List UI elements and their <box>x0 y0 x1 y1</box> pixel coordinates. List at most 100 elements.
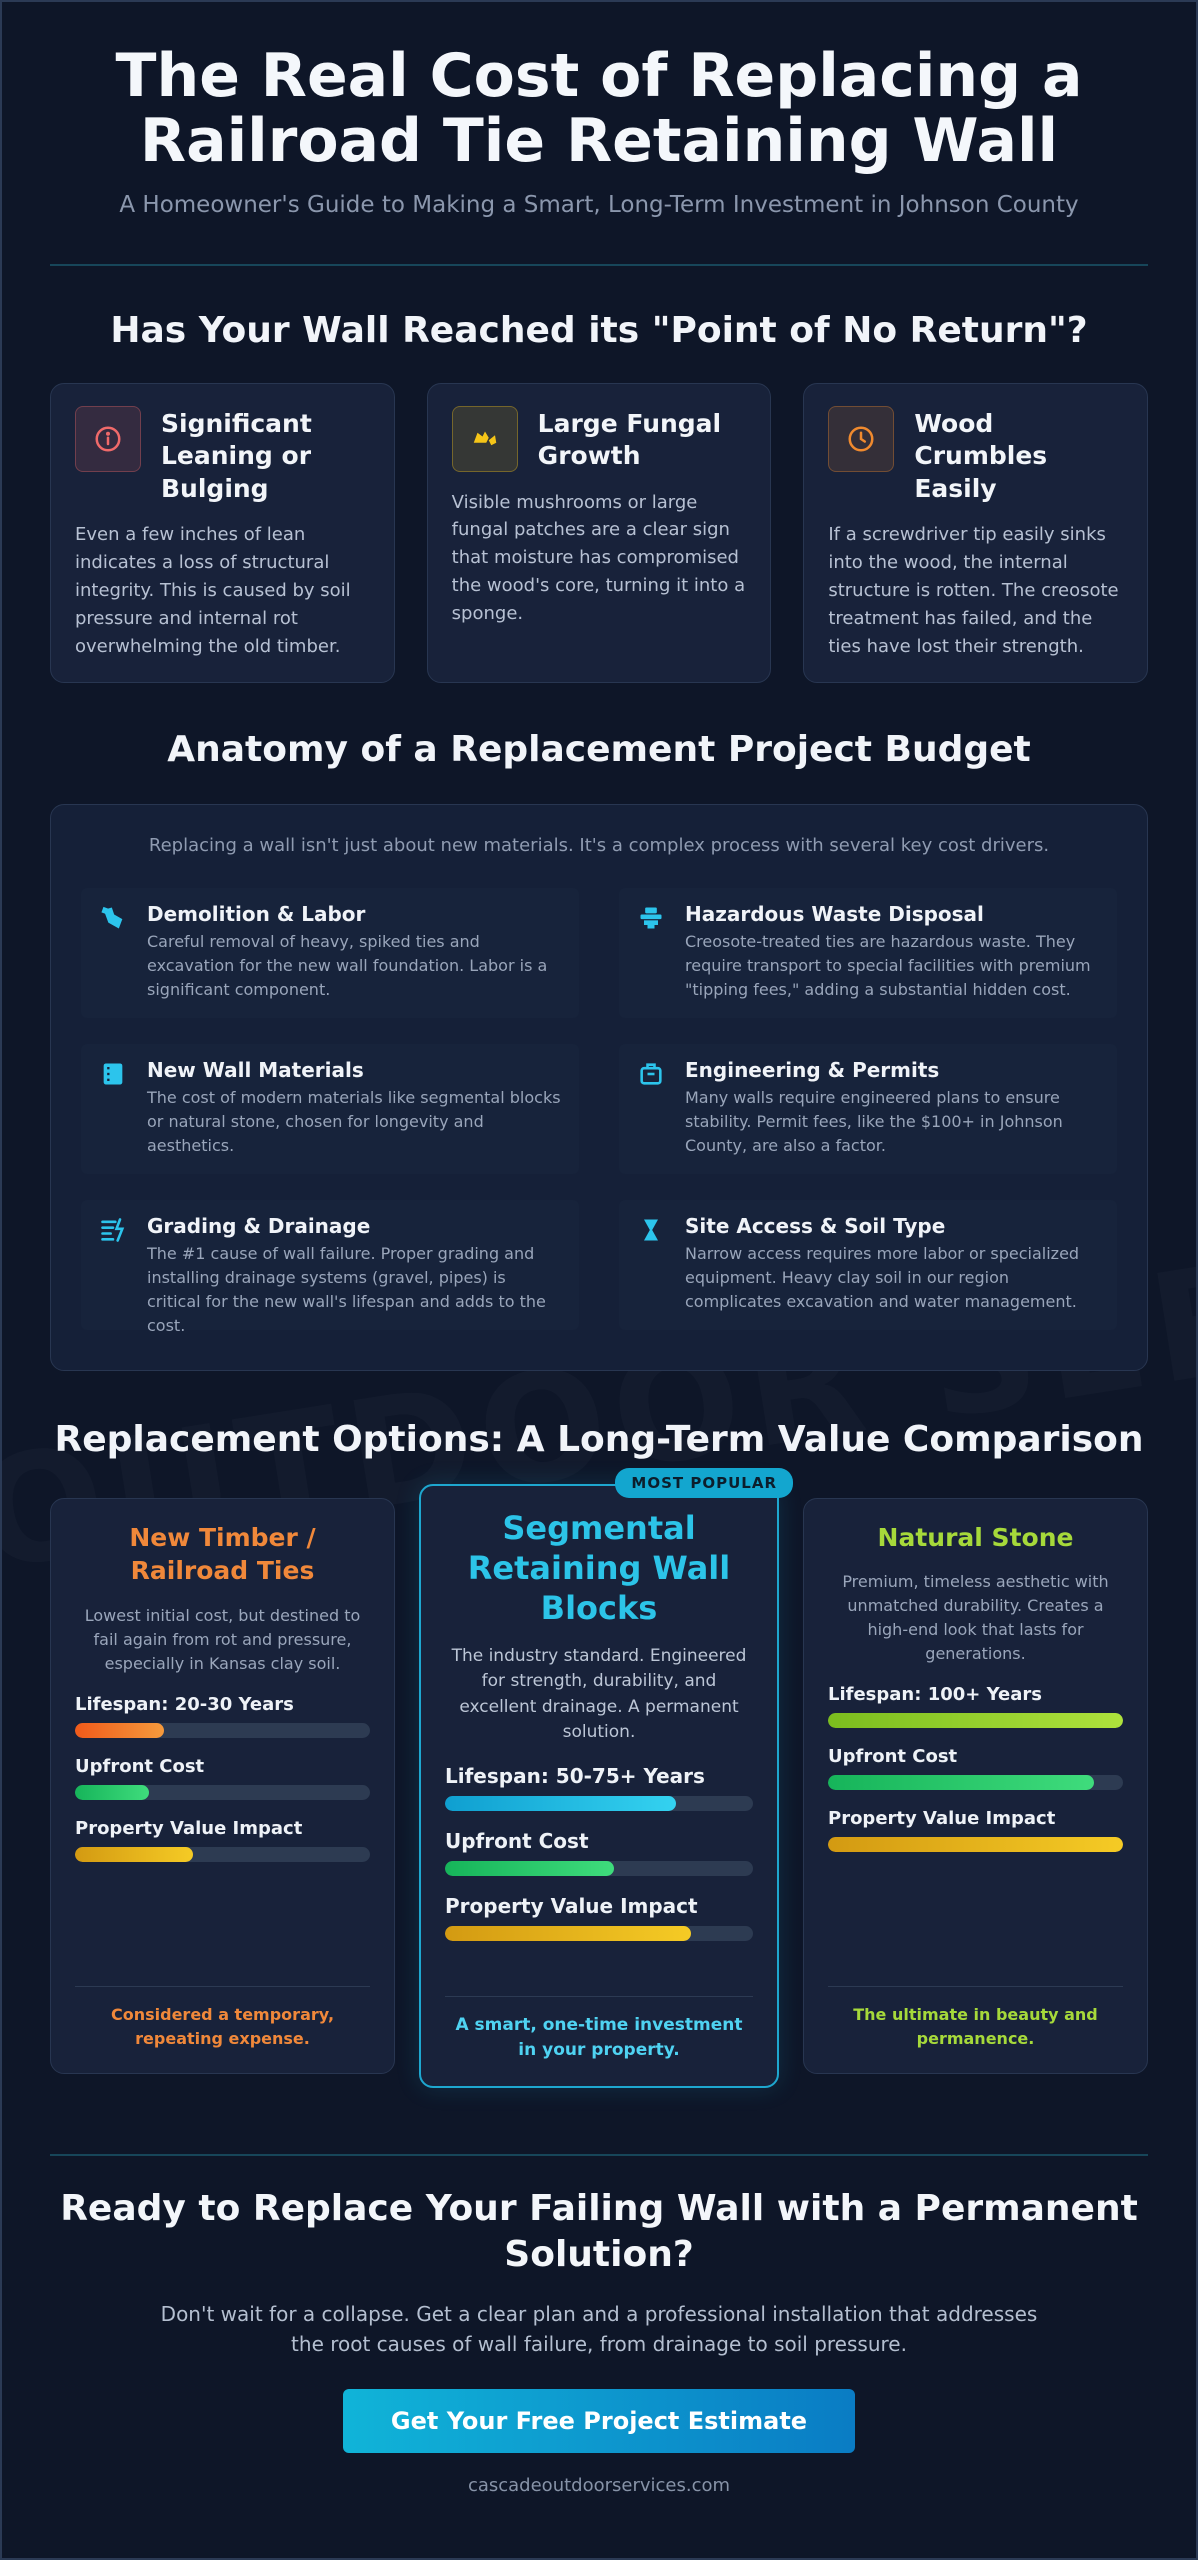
budget-item: Engineering & Permits Many walls require … <box>619 1043 1117 1174</box>
budget-item-text: Narrow access requires more labor or spe… <box>685 1243 1080 1311</box>
permit-icon <box>637 1058 667 1160</box>
cta-text: Don't wait for a collapse. Get a clear p… <box>160 2302 1038 2357</box>
option-metric: Property Value Impact <box>445 1894 753 1941</box>
budget-item-title: New Wall Materials <box>147 1057 364 1082</box>
option-footer: A smart, one-time investment in your pro… <box>445 1995 753 2064</box>
option-card: New Timber / Railroad Ties Lowest initial… <box>50 1497 395 2074</box>
metric-bar-fill <box>445 1860 615 1876</box>
option-description: Lowest initial cost, but destined to fai… <box>84 1606 361 1674</box>
option-card: Natural Stone Premium, timeless aesthetic… <box>803 1497 1148 2074</box>
budget-title: Anatomy of a Replacement Project Budget <box>167 728 1031 770</box>
metric-label: Lifespan: 20-30 Years <box>75 1694 294 1716</box>
info-circle-icon <box>75 405 141 472</box>
option-metric: Upfront Cost <box>75 1756 370 1801</box>
option-title: New Timber / Railroad Ties <box>129 1522 316 1586</box>
options-grid: New Timber / Railroad Ties Lowest initial… <box>50 1467 1148 2088</box>
option-metric: Lifespan: 100+ Years <box>828 1684 1123 1729</box>
budget-section: Anatomy of a Replacement Project Budget … <box>0 729 1198 1371</box>
budget-item: Demolition & Labor Careful removal of hea… <box>81 887 579 1018</box>
options-title: Replacement Options: A Long-Term Value C… <box>54 1418 1144 1460</box>
fungus-icon <box>451 405 518 472</box>
waste-disposal-icon <box>637 902 667 1004</box>
warning-card-header: Wood Crumbles Easily <box>828 405 1123 506</box>
signs-grid: Significant Leaning or Bulging Even a few… <box>50 382 1149 683</box>
metric-label: Property Value Impact <box>445 1893 698 1918</box>
warning-card-header: Large Fungal Growth <box>451 405 747 473</box>
budget-panel: Replacing a wall isn't just about new ma… <box>50 803 1148 1371</box>
warning-card: Wood Crumbles Easily If a screwdriver tip… <box>803 382 1149 683</box>
budget-item-text: Many walls require engineered plans to e… <box>685 1087 1063 1155</box>
metric-label: Upfront Cost <box>445 1828 589 1853</box>
budget-intro: Replacing a wall isn't just about new ma… <box>148 834 1050 856</box>
warning-card-text: Even a few inches of lean indicates a lo… <box>75 524 351 657</box>
drainage-icon <box>99 1214 129 1316</box>
hourglass-icon <box>637 1214 667 1316</box>
metric-label: Property Value Impact <box>75 1818 303 1840</box>
warning-card-title: Large Fungal Growth <box>537 408 722 471</box>
budget-grid: Demolition & Labor Careful removal of hea… <box>81 887 1117 1335</box>
budget-item-title: Hazardous Waste Disposal <box>685 901 984 926</box>
metric-label: Lifespan: 100+ Years <box>828 1684 1042 1706</box>
demolition-icon <box>99 902 129 1004</box>
budget-item-text: Creosote-treated ties are hazardous wast… <box>685 931 1091 999</box>
divider <box>50 2153 1148 2156</box>
metric-label: Property Value Impact <box>828 1808 1056 1830</box>
option-title: Natural Stone <box>877 1522 1074 1552</box>
option-description: Premium, timeless aesthetic with unmatch… <box>842 1572 1109 1664</box>
option-footer: Considered a temporary, repeating expens… <box>75 1985 370 2051</box>
signs-section: Has Your Wall Reached its "Point of No R… <box>0 310 1198 683</box>
budget-item-text: Careful removal of heavy, spiked ties an… <box>147 931 548 999</box>
hero: The Real Cost of Replacing a Railroad Ti… <box>0 0 1198 218</box>
metric-bar <box>445 1925 753 1941</box>
option-description: The industry standard. Engineered for st… <box>451 1645 747 1743</box>
warning-card: Large Fungal Growth Visible mushrooms or … <box>426 382 772 683</box>
metric-bar <box>75 1785 370 1801</box>
metric-bar-fill <box>828 1837 1123 1853</box>
warning-card-title: Significant Leaning or Bulging <box>161 408 312 503</box>
most-popular-badge: MOST POPULAR <box>615 1467 793 1498</box>
metric-bar-fill <box>828 1713 1123 1729</box>
warning-card-title: Wood Crumbles Easily <box>914 408 1048 503</box>
clock-icon <box>828 405 895 472</box>
budget-item-title: Demolition & Labor <box>147 901 366 926</box>
warning-card-text: Visible mushrooms or large fungal patche… <box>451 491 746 625</box>
option-title: Segmental Retaining Wall Blocks <box>467 1508 731 1627</box>
option-metric: Property Value Impact <box>75 1818 370 1863</box>
budget-item-text: The #1 cause of wall failure. Proper gra… <box>147 1243 546 1335</box>
warning-card: Significant Leaning or Bulging Even a few… <box>50 382 395 683</box>
budget-item: New Wall Materials The cost of modern mat… <box>81 1043 579 1174</box>
estimate-button[interactable]: Get Your Free Project Estimate <box>343 2389 855 2454</box>
metric-bar-fill <box>445 1925 692 1941</box>
warning-card-header: Significant Leaning or Bulging <box>75 405 370 506</box>
materials-icon <box>99 1058 129 1160</box>
page-title-line2: Railroad Tie Retaining Wall <box>139 105 1059 176</box>
metric-bar-fill <box>828 1775 1094 1791</box>
budget-item: Site Access & Soil Type Narrow access req… <box>619 1199 1117 1330</box>
budget-item: Hazardous Waste Disposal Creosote-treated… <box>619 887 1117 1018</box>
option-footer: The ultimate in beauty and permanence. <box>828 1985 1123 2051</box>
metric-label: Lifespan: 50-75+ Years <box>445 1763 705 1788</box>
cta-section: Ready to Replace Your Failing Wall with … <box>0 2186 1198 2497</box>
metric-bar <box>75 1723 370 1739</box>
page-subtitle: A Homeowner's Guide to Making a Smart, L… <box>119 191 1079 218</box>
metric-bar <box>828 1837 1123 1853</box>
cta-title: Ready to Replace Your Failing Wall with … <box>60 2187 1138 2276</box>
website-link[interactable]: cascadeoutdoorservices.com <box>467 2475 731 2497</box>
metric-bar <box>828 1713 1123 1729</box>
page-title-line1: The Real Cost of Replacing a <box>115 41 1083 111</box>
metric-label: Upfront Cost <box>828 1746 958 1768</box>
metric-bar <box>828 1775 1123 1791</box>
option-card: MOST POPULAR Segmental Retaining Wall Blo… <box>419 1467 793 2088</box>
metric-bar-fill <box>75 1847 193 1863</box>
warning-card-text: If a screwdriver tip easily sinks into t… <box>828 524 1119 657</box>
option-metric: Upfront Cost <box>828 1746 1123 1791</box>
budget-item-text: The cost of modern materials like segmen… <box>147 1087 561 1155</box>
budget-item: Grading & Drainage The #1 cause of wall f… <box>81 1199 579 1335</box>
option-metric: Upfront Cost <box>445 1829 753 1876</box>
metric-bar <box>75 1847 370 1863</box>
metric-bar <box>445 1860 753 1876</box>
metric-bar-fill <box>75 1723 164 1739</box>
divider <box>50 263 1148 266</box>
budget-item-title: Site Access & Soil Type <box>685 1213 946 1238</box>
metric-bar-fill <box>75 1785 149 1801</box>
